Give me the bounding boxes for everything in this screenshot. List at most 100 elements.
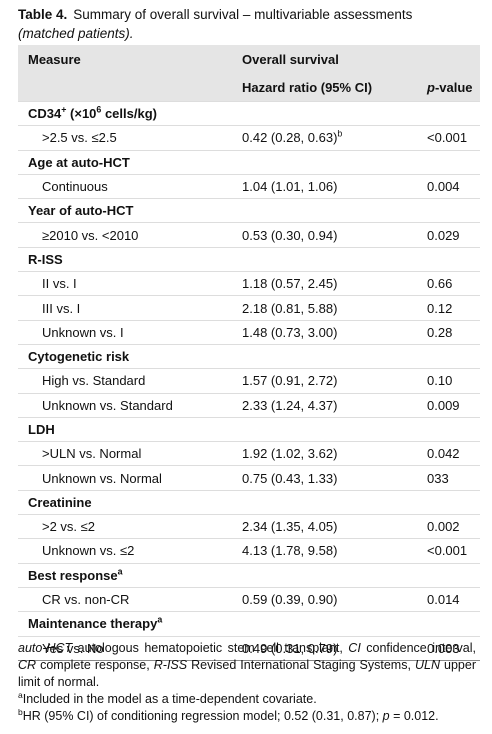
data-row: ≥2010 vs. <2010 0.53 (0.30, 0.94) 0.029	[18, 222, 480, 248]
hazard-ratio-cell: 1.48 (0.73, 3.00)	[242, 319, 427, 345]
p-value-cell: 0.28	[427, 319, 480, 345]
data-row: Unknown vs. Standard 2.33 (1.24, 4.37) 0.0…	[18, 392, 480, 418]
measure-cell: Unknown vs. Normal	[18, 465, 242, 491]
measure-cell: III vs. I	[18, 295, 242, 321]
hazard-ratio-cell: 1.57 (0.91, 2.72)	[242, 368, 427, 394]
hazard-ratio-cell: 2.18 (0.81, 5.88)	[242, 295, 427, 321]
data-row: >ULN vs. Normal 1.92 (1.02, 3.62) 0.042	[18, 441, 480, 466]
header-row: Measure Overall survival	[18, 45, 480, 73]
text-part: upper limit of normal.	[18, 658, 476, 689]
measure-cell: Unknown vs. I	[18, 319, 242, 345]
p-value-cell: 0.003	[427, 635, 480, 661]
group-row: Best responsea	[18, 562, 480, 588]
measure-cell: >2 vs. ≤2	[18, 514, 242, 539]
abbreviations: auto-HCT autologous hematopoietic stem c…	[18, 640, 476, 691]
group-row: CD34+ (×106 cells/kg)	[18, 100, 480, 126]
text-part: R-ISS	[153, 658, 188, 672]
text-part: Included in the model as a time-dependen…	[22, 692, 317, 706]
table: Measure Overall survival Hazard ratio (9…	[18, 45, 480, 661]
hazard-ratio-cell: 0.53 (0.30, 0.94)	[242, 222, 427, 248]
data-row: High vs. Standard 1.57 (0.91, 2.72) 0.10	[18, 368, 480, 394]
text-part: Revised International Staging Systems,	[187, 658, 415, 672]
text-part: 6	[96, 104, 102, 115]
data-row: III vs. I 2.18 (0.81, 5.88) 0.12	[18, 295, 480, 321]
text-part: p	[427, 79, 435, 95]
hazard-ratio-cell: 2.34 (1.35, 4.05)	[242, 514, 427, 539]
group-row: R-ISS	[18, 246, 480, 272]
data-row: II vs. I 1.18 (0.57, 2.45) 0.66	[18, 271, 480, 296]
text-part: CR	[18, 658, 37, 672]
text-part: p	[382, 709, 390, 723]
p-value-cell: 0.12	[427, 295, 480, 321]
group-label: LDH	[18, 416, 480, 442]
text-part: -value	[434, 79, 473, 95]
hazard-ratio-cell: 1.92 (1.02, 3.62)	[242, 441, 427, 466]
header-cell: Measure	[18, 45, 242, 73]
measure-cell: Unknown vs. Standard	[18, 392, 242, 418]
hazard-ratio-cell: 1.04 (1.01, 1.06)	[242, 173, 427, 199]
text-part: = 0.012.	[389, 709, 439, 723]
measure-cell: Continuous	[18, 173, 242, 199]
text-part: ULN	[414, 658, 440, 672]
text-part: b	[337, 129, 343, 140]
measure-cell: CR vs. non-CR	[18, 586, 242, 612]
header-cell	[18, 73, 242, 102]
text-part: a	[157, 615, 163, 626]
p-value-cell: 0.002	[427, 514, 480, 539]
measure-cell: II vs. I	[18, 271, 242, 296]
text-part: CD34	[28, 106, 62, 122]
text-part: a	[117, 566, 123, 577]
measure-cell: Yes vs. No	[18, 635, 242, 661]
hazard-ratio-cell: 0.59 (0.39, 0.90)	[242, 586, 427, 612]
p-value-cell: 0.042	[427, 441, 480, 466]
group-row: Year of auto-HCT	[18, 198, 480, 223]
p-value-cell: 0.029	[427, 222, 480, 248]
data-row: CR vs. non-CR 0.59 (0.39, 0.90) 0.014	[18, 586, 480, 612]
table-caption: Table 4. Summary of overall survival – mu…	[18, 5, 478, 43]
hazard-ratio-cell: 0.49 (0.31, 0.79)	[242, 635, 427, 661]
measure-cell: ≥2010 vs. <2010	[18, 222, 242, 248]
text-part: Best response	[28, 567, 118, 583]
p-value-cell: <0.001	[427, 125, 480, 151]
text-part: complete response,	[36, 658, 154, 672]
footnote: aIncluded in the model as a time-depende…	[18, 691, 476, 708]
group-label: Best responsea	[18, 562, 480, 588]
measure-cell: >ULN vs. Normal	[18, 441, 242, 466]
text-part: auto-HCT	[18, 641, 73, 655]
text-part: cells/kg)	[101, 106, 157, 122]
data-row: >2 vs. ≤2 2.34 (1.35, 4.05) 0.002	[18, 514, 480, 539]
hazard-ratio-cell: 1.18 (0.57, 2.45)	[242, 271, 427, 296]
text-part: CI	[348, 641, 361, 655]
footnotes: auto-HCT autologous hematopoietic stem c…	[18, 640, 476, 725]
header-cell: p-value	[427, 73, 480, 102]
data-row: Unknown vs. Normal 0.75 (0.43, 1.33) 033	[18, 465, 480, 491]
group-row: LDH	[18, 416, 480, 442]
data-row: Continuous 1.04 (1.01, 1.06) 0.004	[18, 173, 480, 199]
data-row: Yes vs. No 0.49 (0.31, 0.79) 0.003	[18, 635, 480, 661]
footnote: bHR (95% CI) of conditioning regression …	[18, 708, 476, 725]
hazard-ratio-cell: 4.13 (1.78, 9.58)	[242, 538, 427, 564]
measure-cell: Unknown vs. ≤2	[18, 538, 242, 564]
text-part: 0.42 (0.28, 0.63)	[242, 130, 338, 146]
measure-cell: >2.5 vs. ≤2.5	[18, 125, 242, 151]
table-title: Summary of overall survival – multivaria…	[73, 7, 413, 22]
group-row: Cytogenetic risk	[18, 343, 480, 369]
group-label: CD34+ (×106 cells/kg)	[18, 100, 480, 126]
group-row: Creatinine	[18, 489, 480, 515]
p-value-cell: 0.004	[427, 173, 480, 199]
text-part: +	[61, 104, 67, 115]
group-label: Year of auto-HCT	[18, 198, 480, 223]
text-part: confidence interval,	[360, 641, 476, 655]
group-label: Cytogenetic risk	[18, 343, 480, 369]
header-cell: Hazard ratio (95% CI)	[242, 73, 427, 102]
data-row: Unknown vs. ≤2 4.13 (1.78, 9.58) <0.001	[18, 538, 480, 564]
p-value-cell: 0.014	[427, 586, 480, 612]
p-value-cell: 0.009	[427, 392, 480, 418]
p-value-cell: 0.66	[427, 271, 480, 296]
text-part: Maintenance therapy	[28, 616, 158, 632]
hazard-ratio-cell: 2.33 (1.24, 4.37)	[242, 392, 427, 418]
group-label: Age at auto-HCT	[18, 149, 480, 175]
data-row: Unknown vs. I 1.48 (0.73, 3.00) 0.28	[18, 319, 480, 345]
group-label: Maintenance therapya	[18, 611, 480, 637]
